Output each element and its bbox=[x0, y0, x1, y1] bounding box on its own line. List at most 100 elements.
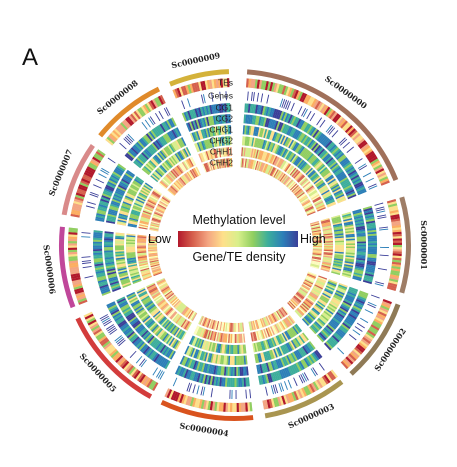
track-bin bbox=[166, 322, 174, 331]
track-label: Genes bbox=[208, 91, 233, 101]
track-bin bbox=[270, 131, 275, 141]
track-bin bbox=[134, 338, 143, 347]
track-bin bbox=[151, 219, 161, 224]
track-bin bbox=[188, 311, 195, 320]
track-bin bbox=[392, 238, 402, 241]
track-bin bbox=[155, 96, 163, 106]
track-bin bbox=[203, 317, 208, 327]
track-bin bbox=[126, 240, 136, 243]
track-bin bbox=[130, 299, 140, 306]
track-bin bbox=[153, 214, 162, 219]
track-bin bbox=[191, 312, 198, 322]
track-bin bbox=[184, 308, 191, 317]
track-bin bbox=[362, 205, 373, 211]
track-bin bbox=[174, 140, 180, 150]
track-bin bbox=[148, 244, 158, 246]
track-bin bbox=[148, 379, 155, 389]
track-bin bbox=[247, 159, 251, 169]
track-bin bbox=[150, 262, 160, 267]
track-bin bbox=[292, 129, 298, 138]
track-bin bbox=[247, 402, 251, 412]
track-bin bbox=[288, 139, 295, 149]
track-bin bbox=[323, 241, 333, 243]
track-bin bbox=[147, 132, 155, 141]
track-bin bbox=[152, 216, 162, 221]
track-bin bbox=[150, 194, 159, 200]
track-bin bbox=[160, 198, 169, 205]
track-bin bbox=[324, 197, 334, 203]
track-bin bbox=[264, 340, 269, 350]
track-bin bbox=[340, 120, 348, 129]
track-bin bbox=[89, 193, 99, 198]
track-bin bbox=[312, 249, 322, 251]
track-bin bbox=[312, 176, 321, 184]
track-bin bbox=[320, 296, 329, 303]
track-bin bbox=[133, 304, 143, 312]
track-bin bbox=[151, 142, 159, 152]
track-bin bbox=[381, 303, 391, 309]
track-bin bbox=[123, 198, 133, 204]
track-bin bbox=[166, 145, 173, 155]
track-bin bbox=[275, 170, 281, 179]
track-bin bbox=[194, 131, 200, 141]
track-bin bbox=[334, 192, 344, 198]
track-bin bbox=[278, 346, 284, 356]
track-bin bbox=[93, 257, 103, 261]
track-bin bbox=[268, 314, 274, 324]
track-bin bbox=[216, 115, 220, 125]
track-bin bbox=[120, 324, 130, 331]
track-bin bbox=[148, 336, 156, 345]
track-bin bbox=[200, 129, 205, 139]
track-bin bbox=[302, 332, 309, 341]
track-bin bbox=[205, 375, 210, 385]
track-bin bbox=[323, 230, 333, 234]
track-bin bbox=[297, 336, 304, 345]
track-bin bbox=[159, 165, 167, 174]
track-bin bbox=[126, 116, 135, 125]
track-bin bbox=[300, 286, 309, 293]
track-bin bbox=[92, 156, 101, 164]
track-bin bbox=[356, 322, 365, 329]
track-bin bbox=[307, 169, 315, 178]
track-bin bbox=[121, 360, 130, 370]
track-bin bbox=[254, 115, 259, 125]
track-bin bbox=[321, 313, 330, 321]
track-bin bbox=[80, 180, 90, 186]
track-bin bbox=[152, 141, 160, 151]
track-bin bbox=[307, 312, 316, 320]
track-bin bbox=[245, 114, 248, 124]
track-bin bbox=[252, 92, 255, 102]
track-bin bbox=[206, 139, 211, 149]
track-bin bbox=[153, 97, 161, 107]
track-bin bbox=[149, 228, 159, 232]
track-bin bbox=[128, 220, 138, 224]
track-bin bbox=[225, 114, 228, 124]
track-bin bbox=[328, 144, 337, 153]
track-bin bbox=[310, 309, 319, 317]
track-bin bbox=[212, 160, 216, 170]
track-bin bbox=[172, 128, 179, 138]
track-bin bbox=[122, 201, 132, 206]
track-bin bbox=[312, 234, 322, 237]
track-bin bbox=[138, 107, 146, 116]
track-bin bbox=[239, 366, 242, 376]
track-bin bbox=[124, 328, 133, 336]
track-bin bbox=[326, 201, 336, 207]
track-bin bbox=[195, 119, 201, 129]
track-bin bbox=[274, 157, 280, 166]
track-bin bbox=[168, 310, 176, 318]
track-bin bbox=[126, 247, 136, 250]
track-bin bbox=[199, 153, 204, 163]
track-bin bbox=[93, 256, 103, 259]
track-bin bbox=[96, 149, 106, 157]
track-bin bbox=[229, 355, 232, 365]
track-bin bbox=[209, 138, 213, 148]
track-bin bbox=[162, 287, 171, 294]
track-bin bbox=[116, 222, 126, 226]
track-bin bbox=[233, 333, 235, 343]
track-bin bbox=[171, 129, 178, 139]
track-bin bbox=[140, 268, 150, 273]
track-bin bbox=[381, 301, 392, 307]
track-bin bbox=[280, 123, 286, 133]
